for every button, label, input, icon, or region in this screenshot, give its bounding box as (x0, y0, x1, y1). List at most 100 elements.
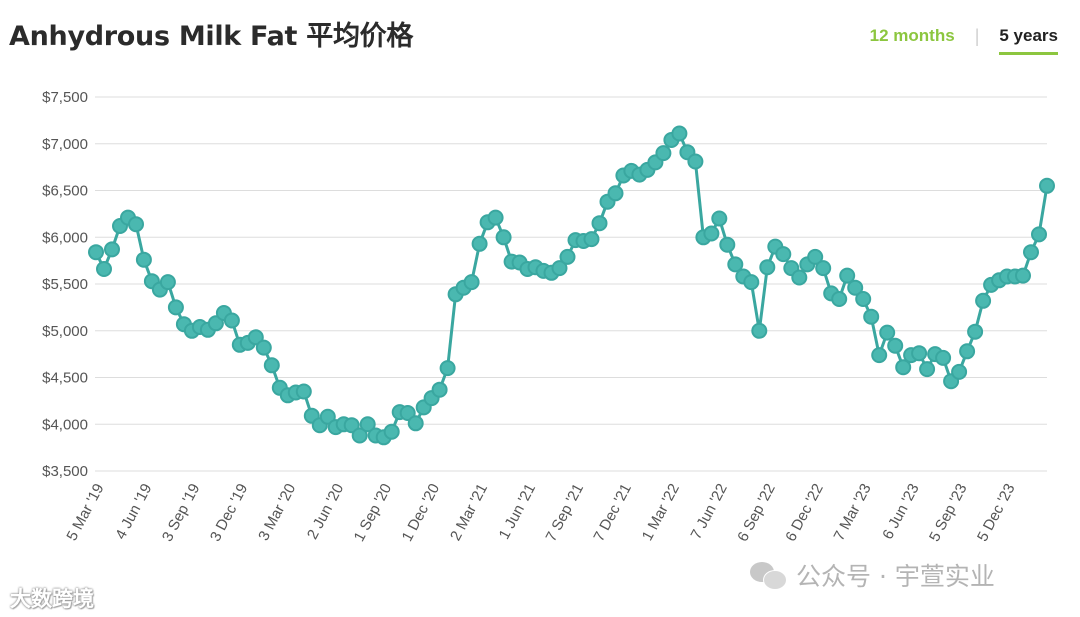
data-point[interactable] (247, 329, 264, 346)
tab-5-years[interactable]: 5 years (999, 26, 1058, 55)
data-point[interactable] (855, 291, 872, 307)
data-point[interactable] (159, 274, 176, 291)
y-tick-label: $4,500 (42, 370, 88, 387)
data-point[interactable] (343, 417, 360, 434)
data-point[interactable] (96, 261, 112, 277)
data-point[interactable] (815, 260, 832, 277)
x-tick-label: 7 Sep '21 (542, 481, 587, 545)
y-tick-label: $6,500 (42, 183, 88, 200)
data-points (88, 125, 1055, 446)
data-point[interactable] (359, 416, 376, 433)
data-point[interactable] (88, 244, 104, 261)
data-point[interactable] (935, 349, 952, 366)
data-point[interactable] (919, 361, 936, 378)
y-tick-label: $6,000 (42, 229, 88, 246)
chart-title: Anhydrous Milk Fat 平均价格 (9, 21, 414, 52)
series-line (94, 132, 1049, 439)
tab-separator: | (974, 26, 980, 46)
data-point[interactable] (1039, 177, 1055, 194)
data-point[interactable] (128, 216, 144, 233)
x-tick-label: 1 Sep '20 (351, 481, 396, 545)
x-tick-label: 7 Dec '21 (590, 481, 635, 545)
data-point[interactable] (871, 347, 888, 364)
data-point[interactable] (743, 274, 760, 291)
y-tick-label: $5,000 (42, 323, 88, 340)
data-point[interactable] (791, 269, 808, 286)
data-point[interactable] (319, 408, 336, 425)
data-point[interactable] (383, 423, 400, 440)
data-point[interactable] (351, 427, 368, 444)
data-point[interactable] (431, 381, 448, 398)
data-point[interactable] (759, 259, 776, 276)
data-point[interactable] (1015, 267, 1031, 284)
data-point[interactable] (471, 235, 488, 252)
x-tick-label: 1 Dec '20 (399, 481, 444, 545)
data-point[interactable] (839, 267, 856, 284)
data-point[interactable] (879, 324, 896, 341)
data-point[interactable] (887, 337, 904, 354)
data-point[interactable] (559, 248, 576, 265)
x-tick-label: 5 Sep '23 (926, 481, 971, 545)
x-tick-label: 7 Jun '22 (687, 481, 730, 542)
data-point[interactable] (495, 229, 512, 246)
x-tick-label: 6 Jun '23 (879, 481, 922, 542)
data-point[interactable] (1031, 226, 1047, 243)
wechat-icon (750, 560, 788, 590)
range-tabs: 12 months | 5 years (870, 26, 1058, 55)
data-point[interactable] (911, 345, 928, 362)
grid-lines (95, 96, 1047, 472)
data-point[interactable] (591, 215, 608, 232)
data-point[interactable] (775, 246, 792, 263)
watermark-right: 公众号 · 宇萱实业 (750, 557, 995, 593)
data-point[interactable] (399, 405, 416, 421)
x-axis-ticks: 5 Mar '19 4 Jun '19 3 Sep '19 3 Dec '19 3 Ma… (63, 481, 1018, 545)
y-axis-ticks: $3,500 $4,000 $4,500 $5,000 $5,500 $6,000 $6,5… (42, 89, 88, 480)
data-point[interactable] (711, 210, 728, 227)
x-tick-label: 5 Mar '19 (63, 481, 107, 544)
watermark-right-text: 公众号 · 宇萱实业 (796, 562, 995, 591)
data-point[interactable] (807, 248, 824, 265)
data-point[interactable] (255, 339, 272, 356)
x-tick-label: 5 Dec '23 (974, 481, 1019, 545)
data-point[interactable] (407, 415, 424, 432)
watermark-left-text: 大数跨境 (10, 587, 94, 611)
y-tick-label: $5,500 (42, 276, 88, 293)
data-point[interactable] (487, 209, 504, 226)
data-point[interactable] (463, 274, 480, 291)
x-tick-label: 3 Dec '19 (207, 481, 252, 545)
x-tick-label: 4 Jun '19 (112, 481, 155, 542)
y-tick-label: $7,500 (42, 89, 88, 106)
data-point[interactable] (703, 225, 720, 242)
y-tick-label: $7,000 (42, 136, 88, 153)
data-point[interactable] (263, 357, 280, 374)
data-point[interactable] (831, 291, 848, 307)
data-point[interactable] (719, 236, 736, 253)
data-point[interactable] (975, 292, 992, 309)
data-point[interactable] (895, 359, 912, 376)
y-tick-label: $4,000 (42, 416, 88, 433)
x-tick-label: 6 Dec '22 (782, 481, 827, 545)
data-point[interactable] (863, 308, 880, 325)
data-point[interactable] (847, 279, 864, 296)
data-point[interactable] (671, 125, 688, 142)
data-point[interactable] (687, 153, 704, 170)
data-point[interactable] (295, 383, 312, 400)
data-point[interactable] (959, 343, 976, 360)
data-point[interactable] (135, 251, 152, 268)
data-point[interactable] (551, 260, 568, 277)
y-tick-label: $3,500 (42, 463, 88, 480)
data-point[interactable] (751, 322, 768, 339)
data-point[interactable] (727, 256, 744, 273)
data-point[interactable] (655, 145, 672, 162)
data-point[interactable] (167, 299, 184, 316)
data-point[interactable] (207, 315, 224, 332)
data-point[interactable] (104, 241, 120, 258)
data-point[interactable] (583, 231, 600, 248)
data-point[interactable] (223, 312, 240, 329)
data-point[interactable] (951, 363, 968, 380)
data-point[interactable] (967, 323, 984, 340)
data-point[interactable] (607, 185, 624, 202)
data-point[interactable] (1023, 244, 1039, 261)
data-point[interactable] (439, 360, 456, 377)
tab-12-months[interactable]: 12 months (869, 26, 955, 45)
